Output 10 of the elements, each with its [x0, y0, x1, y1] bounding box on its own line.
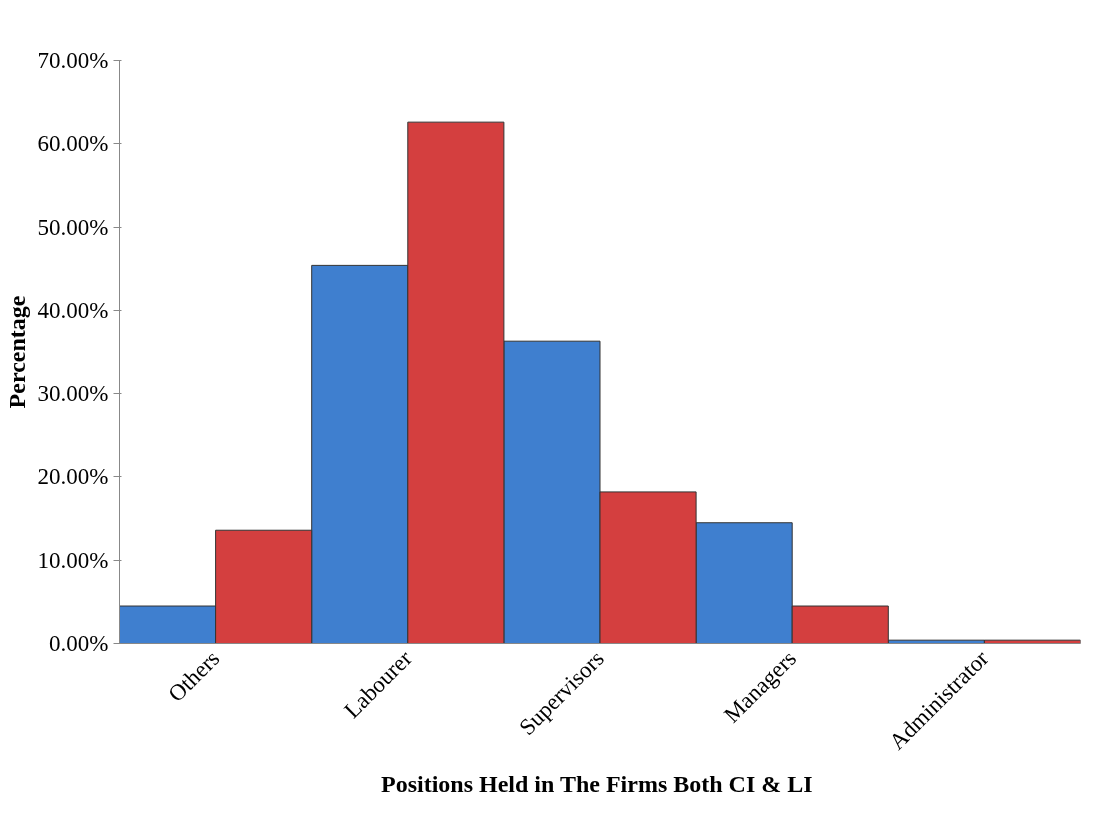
- y-tick-label: 70.00%: [37, 48, 109, 73]
- y-tick-label: 60.00%: [37, 131, 109, 157]
- y-axis-title: Percentage: [3, 295, 30, 409]
- y-tick-label: 10.00%: [37, 547, 109, 573]
- y-tick-label: 30.00%: [37, 381, 109, 407]
- y-tick-label: 40.00%: [37, 297, 109, 323]
- y-tick-label: 20.00%: [37, 464, 109, 490]
- y-tick-label: 0.00%: [49, 631, 109, 656]
- x-axis-title: Positions Held in The Firms Both CI & LI: [380, 771, 813, 798]
- y-tick-label: 50.00%: [37, 214, 109, 240]
